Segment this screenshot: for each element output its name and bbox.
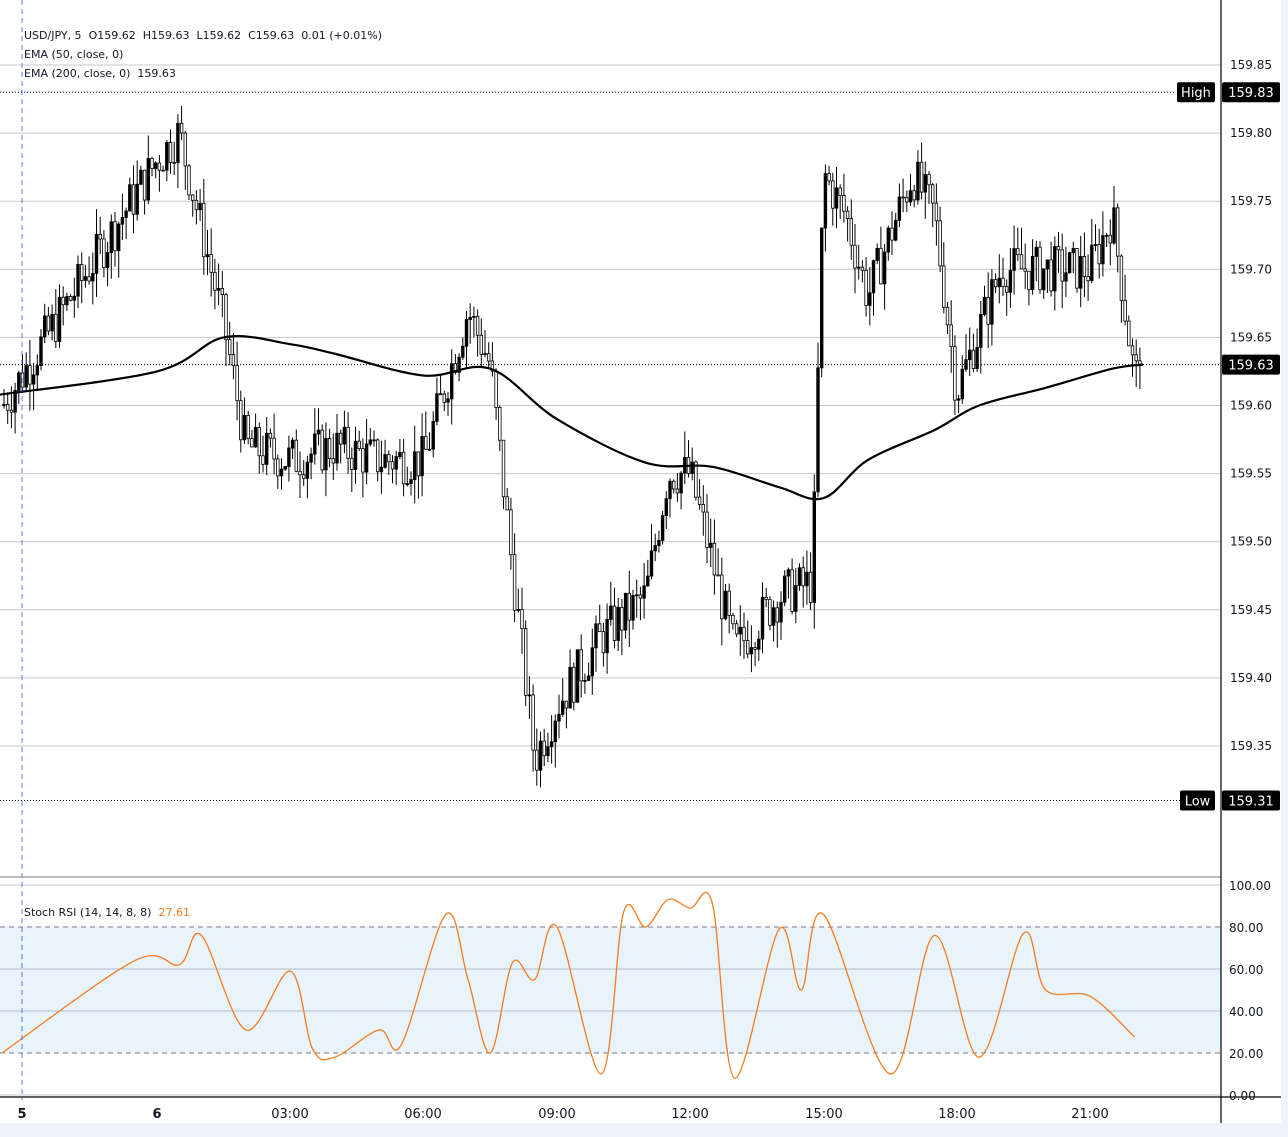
svg-text:159.40: 159.40 xyxy=(1230,671,1272,685)
svg-text:159.35: 159.35 xyxy=(1230,739,1272,753)
svg-text:40.00: 40.00 xyxy=(1229,1005,1263,1019)
svg-text:18:00: 18:00 xyxy=(938,1107,975,1122)
ohlc-change: 0.01 (+0.01%) xyxy=(301,29,383,42)
high-value-tag xyxy=(1222,82,1280,103)
svg-text:100.00: 100.00 xyxy=(1229,879,1271,893)
right-edge xyxy=(1281,0,1288,1133)
symbol-label: USD/JPY, 5 xyxy=(24,29,82,42)
ema50-label: EMA (50, close, 0) xyxy=(24,48,124,61)
ohlc-high: H159.63 xyxy=(142,29,190,42)
svg-text:159.65: 159.65 xyxy=(1230,330,1272,344)
svg-text:159.45: 159.45 xyxy=(1230,603,1272,617)
price-axis[interactable] xyxy=(1221,0,1288,1133)
stoch-legend[interactable]: Stoch RSI (14, 14, 8, 8) 27.61 xyxy=(10,884,190,941)
svg-text:80.00: 80.00 xyxy=(1229,921,1263,935)
svg-text:03:00: 03:00 xyxy=(271,1107,308,1122)
svg-text:159.63: 159.63 xyxy=(1228,359,1274,374)
high-low-lines xyxy=(0,91,1221,801)
candlestick-series xyxy=(2,105,1142,788)
svg-text:5: 5 xyxy=(17,1107,26,1122)
price-pane[interactable] xyxy=(0,0,1221,876)
svg-text:159.31: 159.31 xyxy=(1228,794,1274,809)
ema200-label: EMA (200, close, 0) xyxy=(24,67,131,80)
svg-text:High: High xyxy=(1181,86,1211,101)
low-tag xyxy=(1180,790,1215,811)
svg-text:6: 6 xyxy=(152,1107,161,1122)
svg-text:159.70: 159.70 xyxy=(1230,262,1272,276)
bottom-edge xyxy=(0,1123,1288,1133)
ema50-legend[interactable]: EMA (50, close, 0) xyxy=(10,26,123,83)
ema-200-line xyxy=(0,335,1144,501)
price-tags: High 159.83 Low 159.31 159.63 xyxy=(1177,82,1280,811)
last-price-tag xyxy=(1222,354,1280,375)
svg-text:159.85: 159.85 xyxy=(1230,58,1272,72)
low-value-tag xyxy=(1222,790,1280,811)
svg-text:159.80: 159.80 xyxy=(1230,126,1272,140)
stoch-rsi-line xyxy=(1,891,1135,1079)
svg-text:159.50: 159.50 xyxy=(1230,535,1272,549)
axis-labels: 159.85 159.80 159.75 159.70 159.65 159.60 159.… xyxy=(17,58,1272,1122)
ohlc-close: C159.63 xyxy=(248,29,295,42)
ema200-value: 159.63 xyxy=(137,67,176,80)
svg-text:20.00: 20.00 xyxy=(1229,1047,1263,1061)
svg-text:159.60: 159.60 xyxy=(1230,399,1272,413)
ema200-legend[interactable]: EMA (200, close, 0) 159.63 xyxy=(10,45,176,102)
svg-text:159.55: 159.55 xyxy=(1230,467,1272,481)
ohlc-low: L159.62 xyxy=(196,29,242,42)
svg-text:Low: Low xyxy=(1185,794,1211,809)
high-tag xyxy=(1177,82,1215,103)
svg-text:12:00: 12:00 xyxy=(671,1107,708,1122)
stoch-value: 27.61 xyxy=(158,906,190,919)
svg-text:21:00: 21:00 xyxy=(1071,1107,1108,1122)
svg-text:159.83: 159.83 xyxy=(1228,86,1274,101)
symbol-legend[interactable]: USD/JPY, 5 O159.62 H159.63 L159.62 C159.… xyxy=(10,7,382,64)
price-gridlines xyxy=(0,64,1221,747)
svg-text:60.00: 60.00 xyxy=(1229,963,1263,977)
svg-text:15:00: 15:00 xyxy=(805,1107,842,1122)
ohlc-open: O159.62 xyxy=(88,29,136,42)
svg-text:09:00: 09:00 xyxy=(538,1107,575,1122)
svg-text:0.00: 0.00 xyxy=(1229,1089,1256,1103)
svg-text:159.75: 159.75 xyxy=(1230,194,1272,208)
stoch-rsi-pane[interactable] xyxy=(0,884,1221,1096)
stoch-label: Stoch RSI (14, 14, 8, 8) xyxy=(24,906,152,919)
svg-text:06:00: 06:00 xyxy=(404,1107,441,1122)
